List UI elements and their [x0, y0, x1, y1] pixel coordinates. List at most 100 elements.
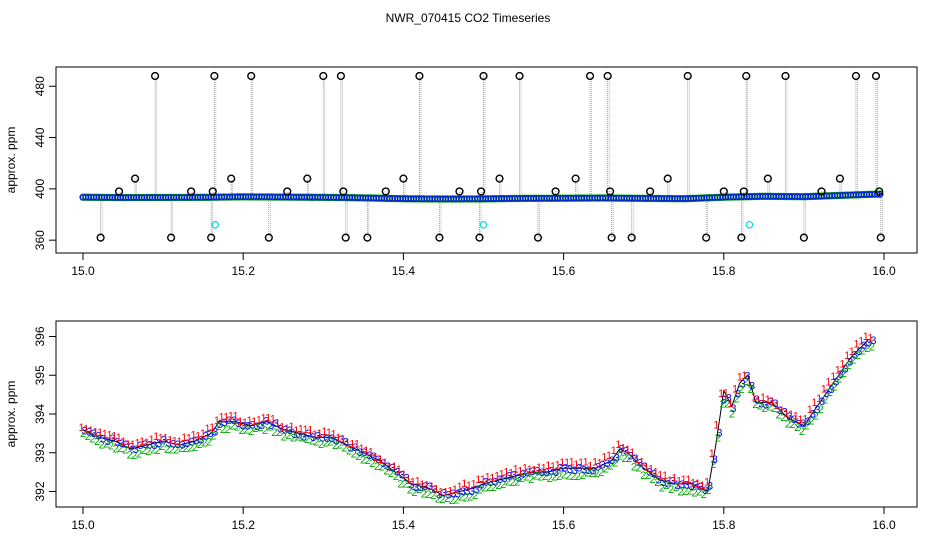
outlier-point: [130, 174, 140, 183]
series-2-marker: 2: [799, 426, 805, 438]
series-3-marker: 3: [614, 452, 620, 464]
series-2-marker: 2: [729, 408, 735, 420]
series-3-marker: 3: [684, 480, 690, 492]
series-1-marker: 1: [186, 433, 192, 445]
outlier-point: [605, 187, 615, 196]
series-2-marker: 2: [617, 451, 623, 463]
series-3-marker: 3: [334, 435, 340, 447]
series-1-marker: 1: [429, 481, 435, 493]
series-3-marker: 3: [623, 446, 629, 458]
series-1-marker: 1: [737, 371, 743, 383]
series-3-marker: 3: [581, 465, 587, 477]
outlier-point: [475, 233, 484, 242]
bottom-x-tick-label: 16.0: [872, 518, 896, 532]
top-cyan-points: [211, 220, 754, 229]
series-1-marker: 1: [125, 439, 131, 451]
series-2-marker: 2: [696, 486, 702, 498]
outlier-point: [719, 187, 728, 196]
series-3-marker: 3: [502, 473, 508, 485]
series-1-marker: 1: [200, 428, 206, 440]
series-3-marker: 3: [399, 470, 405, 482]
series-1-marker: 1: [415, 475, 421, 487]
series-2-marker: 2: [659, 482, 665, 494]
series-1-marker: 1: [289, 421, 295, 433]
series-1-marker: 1: [106, 430, 112, 442]
series-3-marker: 3: [520, 469, 526, 481]
outlier-point: [763, 174, 772, 183]
series-3-marker: 3: [469, 486, 475, 498]
series-1-marker: 1: [606, 450, 612, 462]
series-2-marker: 2: [645, 470, 651, 482]
series-3-marker: 3: [777, 405, 783, 417]
series-3-marker: 3: [749, 380, 755, 392]
series-2-marker: 2: [257, 422, 263, 434]
series-3-marker: 3: [306, 428, 312, 440]
series-2-marker: 2: [748, 384, 754, 396]
series-3-marker: 3: [618, 444, 624, 456]
series-1-marker: 1: [559, 457, 565, 469]
series-1-marker: 1: [349, 438, 355, 450]
series-2-marker: 2: [393, 471, 399, 483]
series-2-marker: 2: [776, 410, 782, 422]
series-2-marker: 2: [122, 444, 128, 456]
outlier-point: [533, 233, 543, 242]
series-2-marker: 2: [762, 403, 768, 415]
series-3-marker: 3: [478, 479, 484, 491]
series-1-marker: 1: [704, 477, 710, 489]
top-y-axis-label: approx. ppm: [4, 127, 18, 194]
series-2-marker: 2: [108, 441, 114, 453]
top-outlier-points: [96, 71, 885, 242]
series-1-marker: 1: [471, 478, 477, 490]
series-2-marker: 2: [561, 469, 567, 481]
series-2-marker: 2: [621, 453, 627, 465]
series-3-marker: 3: [408, 480, 414, 492]
top-panel: 15.0 15.2 15.4 15.6 15.8 16.0 360 400 440 480 ap…: [4, 66, 918, 278]
series-3-marker: 3: [567, 464, 573, 476]
top-trace-lines: [100, 75, 883, 238]
series-1-marker: 1: [788, 409, 794, 421]
series-1-marker: 1: [387, 461, 393, 473]
series-1-marker: 1: [681, 474, 687, 486]
outlier-point: [585, 71, 595, 81]
series-1-marker: 1: [116, 432, 122, 444]
series-3-marker: 3: [712, 454, 718, 466]
series-2-marker: 2: [486, 482, 492, 494]
series-2-marker: 2: [598, 467, 604, 479]
series-1-marker: 1: [835, 364, 841, 376]
cyan-point: [479, 220, 488, 229]
series-3-marker: 3: [142, 439, 148, 451]
series-1-marker: 1: [671, 472, 677, 484]
series-2-marker: 2: [537, 472, 543, 484]
series-3-marker: 3: [348, 443, 354, 455]
series-2-marker: 2: [187, 443, 193, 455]
top-x-tick-label: 15.0: [71, 264, 95, 278]
series-1-marker: 1: [148, 434, 154, 446]
series-3-marker: 3: [698, 481, 704, 493]
series-2-marker: 2: [397, 478, 403, 490]
series-2-marker: 2: [869, 342, 875, 354]
series-2-marker: 2: [720, 399, 726, 411]
outlier-point: [455, 187, 464, 196]
outlier-point: [399, 174, 408, 183]
series-1-marker: 1: [228, 410, 234, 422]
series-2-marker: 2: [281, 431, 287, 443]
series-2-marker: 2: [355, 451, 361, 463]
series-2-marker: 2: [243, 424, 249, 436]
series-3-marker: 3: [282, 424, 288, 436]
series-3-marker: 3: [483, 476, 489, 488]
series-3-marker: 3: [562, 462, 568, 474]
series-2-marker: 2: [285, 430, 291, 442]
series-1-marker: 1: [363, 445, 369, 457]
series-3-marker: 3: [506, 471, 512, 483]
series-1-marker: 1: [359, 443, 365, 455]
bottom-y-tick-label: 393: [33, 442, 47, 462]
series-3-marker: 3: [548, 466, 554, 478]
series-1-marker: 1: [102, 428, 108, 440]
series-1-marker: 1: [611, 445, 617, 457]
series-3-marker: 3: [245, 421, 251, 433]
series-2-marker: 2: [528, 474, 534, 486]
series-1-marker: 1: [466, 480, 472, 492]
series-2-marker: 2: [299, 433, 305, 445]
series-3-marker: 3: [137, 440, 143, 452]
series-1-marker: 1: [293, 425, 299, 437]
